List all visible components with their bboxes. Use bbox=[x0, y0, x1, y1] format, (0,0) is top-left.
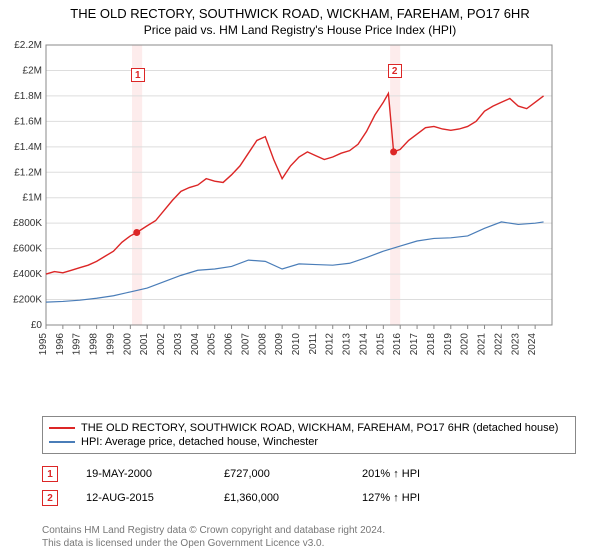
svg-text:£1.2M: £1.2M bbox=[14, 167, 42, 178]
svg-text:£2.2M: £2.2M bbox=[14, 41, 42, 51]
svg-text:2012: 2012 bbox=[325, 333, 336, 356]
svg-text:2001: 2001 bbox=[139, 333, 150, 356]
svg-text:£0: £0 bbox=[31, 320, 43, 331]
svg-text:2003: 2003 bbox=[173, 333, 184, 356]
legend-item: HPI: Average price, detached house, Winc… bbox=[49, 435, 569, 449]
svg-text:1995: 1995 bbox=[38, 333, 49, 356]
svg-text:2015: 2015 bbox=[375, 333, 386, 356]
sales-table: 1 19-MAY-2000 £727,000 201% ↑ HPI 2 12-AUG-20… bbox=[42, 462, 420, 510]
sale-marker-2: 2 bbox=[388, 64, 402, 78]
footer-attribution: Contains HM Land Registry data © Crown c… bbox=[42, 524, 385, 550]
price-chart: £0 £200K £400K £600K £800K £1M £1.2M £1.4M £1.6M… bbox=[0, 41, 560, 371]
legend-item: THE OLD RECTORY, SOUTHWICK ROAD, WICKHAM… bbox=[49, 421, 569, 435]
svg-text:2013: 2013 bbox=[342, 333, 353, 356]
legend-swatch bbox=[49, 441, 75, 443]
svg-text:2021: 2021 bbox=[477, 333, 488, 356]
svg-text:2024: 2024 bbox=[527, 333, 538, 356]
svg-text:£1.8M: £1.8M bbox=[14, 91, 42, 102]
svg-text:2009: 2009 bbox=[274, 333, 285, 356]
svg-text:£1.4M: £1.4M bbox=[14, 142, 42, 153]
svg-text:2017: 2017 bbox=[409, 333, 420, 356]
chart-title: THE OLD RECTORY, SOUTHWICK ROAD, WICKHAM… bbox=[0, 0, 600, 21]
footer-line1: Contains HM Land Registry data © Crown c… bbox=[42, 524, 385, 537]
svg-text:£1.6M: £1.6M bbox=[14, 116, 42, 127]
svg-text:2014: 2014 bbox=[358, 333, 369, 356]
svg-text:1997: 1997 bbox=[72, 333, 83, 356]
svg-text:2016: 2016 bbox=[392, 333, 403, 356]
svg-text:£600K: £600K bbox=[13, 244, 42, 255]
svg-text:2004: 2004 bbox=[190, 333, 201, 356]
sale-number-box: 1 bbox=[42, 466, 58, 482]
sale-pct: 201% ↑ HPI bbox=[362, 468, 420, 480]
svg-text:2023: 2023 bbox=[510, 333, 521, 356]
svg-text:£2M: £2M bbox=[23, 65, 42, 76]
svg-text:2005: 2005 bbox=[207, 333, 218, 356]
legend-label: HPI: Average price, detached house, Winc… bbox=[81, 436, 318, 448]
sale-price: £1,360,000 bbox=[224, 492, 334, 504]
svg-text:1996: 1996 bbox=[55, 333, 66, 356]
svg-text:2022: 2022 bbox=[493, 333, 504, 356]
legend: THE OLD RECTORY, SOUTHWICK ROAD, WICKHAM… bbox=[42, 416, 576, 454]
svg-text:1999: 1999 bbox=[105, 333, 116, 356]
svg-text:2006: 2006 bbox=[224, 333, 235, 356]
sale-row: 1 19-MAY-2000 £727,000 201% ↑ HPI bbox=[42, 462, 420, 486]
svg-text:2020: 2020 bbox=[460, 333, 471, 356]
svg-text:2007: 2007 bbox=[240, 333, 251, 356]
svg-text:2008: 2008 bbox=[257, 333, 268, 356]
sale-pct: 127% ↑ HPI bbox=[362, 492, 420, 504]
sale-number-box: 2 bbox=[42, 490, 58, 506]
svg-text:2011: 2011 bbox=[308, 333, 319, 355]
svg-text:£400K: £400K bbox=[13, 269, 42, 280]
svg-text:2002: 2002 bbox=[156, 333, 167, 356]
svg-text:£200K: £200K bbox=[13, 295, 42, 306]
svg-text:£1M: £1M bbox=[23, 193, 42, 204]
svg-text:2000: 2000 bbox=[122, 333, 133, 356]
legend-label: THE OLD RECTORY, SOUTHWICK ROAD, WICKHAM… bbox=[81, 422, 558, 434]
svg-text:2019: 2019 bbox=[443, 333, 454, 356]
svg-text:2018: 2018 bbox=[426, 333, 437, 356]
svg-text:£800K: £800K bbox=[13, 218, 42, 229]
svg-text:2010: 2010 bbox=[291, 333, 302, 356]
sale-marker-1: 1 bbox=[131, 68, 145, 82]
svg-text:1998: 1998 bbox=[89, 333, 100, 356]
sale-price: £727,000 bbox=[224, 468, 334, 480]
footer-line2: This data is licensed under the Open Gov… bbox=[42, 537, 385, 550]
legend-swatch bbox=[49, 427, 75, 429]
sale-date: 19-MAY-2000 bbox=[86, 468, 196, 480]
chart-subtitle: Price paid vs. HM Land Registry's House … bbox=[0, 21, 600, 41]
sale-date: 12-AUG-2015 bbox=[86, 492, 196, 504]
sale-row: 2 12-AUG-2015 £1,360,000 127% ↑ HPI bbox=[42, 486, 420, 510]
